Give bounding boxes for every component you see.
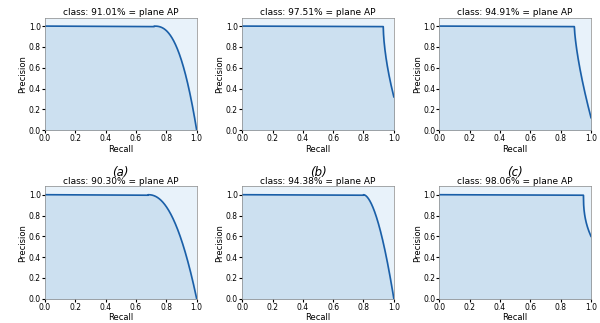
Text: (b): (b) — [310, 166, 326, 179]
Title: class: 94.91% = plane AP: class: 94.91% = plane AP — [457, 8, 573, 17]
Y-axis label: Precision: Precision — [19, 224, 28, 262]
Title: class: 90.30% = plane AP: class: 90.30% = plane AP — [63, 177, 179, 186]
Title: class: 94.38% = plane AP: class: 94.38% = plane AP — [260, 177, 376, 186]
X-axis label: Recall: Recall — [305, 145, 331, 154]
Y-axis label: Precision: Precision — [413, 55, 422, 93]
Y-axis label: Precision: Precision — [215, 55, 224, 93]
Title: class: 98.06% = plane AP: class: 98.06% = plane AP — [457, 177, 573, 186]
Title: class: 97.51% = plane AP: class: 97.51% = plane AP — [260, 8, 376, 17]
Title: class: 91.01% = plane AP: class: 91.01% = plane AP — [63, 8, 179, 17]
Text: (a): (a) — [113, 166, 129, 179]
Y-axis label: Precision: Precision — [19, 55, 28, 93]
Y-axis label: Precision: Precision — [215, 224, 224, 262]
X-axis label: Recall: Recall — [305, 313, 331, 322]
X-axis label: Recall: Recall — [108, 145, 133, 154]
X-axis label: Recall: Recall — [503, 313, 528, 322]
X-axis label: Recall: Recall — [108, 313, 133, 322]
Y-axis label: Precision: Precision — [413, 224, 422, 262]
X-axis label: Recall: Recall — [503, 145, 528, 154]
Text: (c): (c) — [507, 166, 523, 179]
